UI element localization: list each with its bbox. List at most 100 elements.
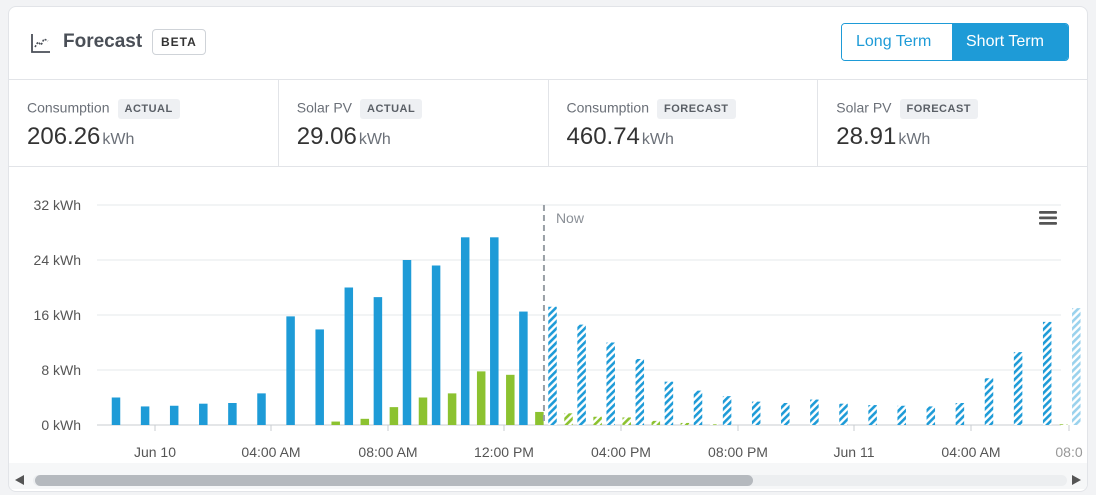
solar-bar xyxy=(418,397,428,425)
chart-area: 0 kWh 8 kWh 16 kWh 24 kWh 32 kWh Now Jun 10 04:… xyxy=(9,167,1087,491)
y-tick-label: 0 kWh xyxy=(41,417,81,433)
consumption-bar xyxy=(664,381,674,425)
menu-line xyxy=(1039,222,1057,225)
stat-consumption-actual: Consumption ACTUAL 206.26 kWh xyxy=(9,79,279,166)
stat-value: 460.74 xyxy=(566,123,640,150)
solar-bar xyxy=(447,393,457,425)
consumption-bar xyxy=(1072,308,1081,425)
consumption-bar xyxy=(722,396,732,425)
menu-icon[interactable] xyxy=(1039,211,1057,225)
card-header: Forecast BETA Long Term Short Term xyxy=(9,7,1087,80)
stat-unit: kWh xyxy=(102,131,135,148)
consumption-bar xyxy=(635,359,645,425)
line-chart-icon xyxy=(31,34,50,53)
consumption-bar xyxy=(344,287,354,425)
term-toggle: Long Term Short Term xyxy=(841,23,1069,61)
menu-line xyxy=(1039,211,1057,214)
solar-bar xyxy=(564,413,573,425)
solar-bar xyxy=(680,422,690,425)
consumption-bar xyxy=(781,403,790,425)
solar-bar xyxy=(535,411,544,425)
x-tick-label: 04:00 PM xyxy=(591,444,651,460)
now-label: Now xyxy=(556,210,585,226)
solar-bar xyxy=(506,374,515,425)
x-tick-label: 08:0 xyxy=(1055,444,1082,460)
solar-bar xyxy=(622,417,631,425)
consumption-bar xyxy=(140,406,150,425)
consumption-bar xyxy=(751,401,761,425)
y-tick-label: 16 kWh xyxy=(34,307,81,323)
consumption-bar xyxy=(111,397,121,425)
solar-bar xyxy=(651,420,661,425)
y-tick-label: 8 kWh xyxy=(41,362,81,378)
consumption-bar xyxy=(402,260,412,425)
beta-badge: BETA xyxy=(152,29,206,55)
scroll-right-arrow-icon[interactable] xyxy=(1072,475,1081,485)
stat-consumption-forecast: Consumption FORECAST 460.74 kWh xyxy=(549,79,819,166)
consumption-bar xyxy=(984,378,994,425)
page-title: Forecast xyxy=(63,31,143,52)
x-tick-label: 12:00 PM xyxy=(474,444,534,460)
long-term-button[interactable]: Long Term xyxy=(842,24,952,60)
solar-bar xyxy=(593,416,602,425)
x-tick-label: 08:00 AM xyxy=(358,444,417,460)
stat-solar-actual: Solar PV ACTUAL 29.06 kWh xyxy=(279,79,549,166)
solar-bar xyxy=(476,371,486,425)
consumption-bar xyxy=(897,405,906,425)
consumption-bar xyxy=(1042,321,1052,425)
stat-label: Consumption xyxy=(566,99,650,116)
consumption-bar xyxy=(548,306,557,425)
consumption-bar xyxy=(926,406,936,425)
consumption-bar xyxy=(955,403,965,425)
consumption-bar xyxy=(519,311,528,425)
consumption-bar xyxy=(257,393,266,425)
x-tick-label: Jun 11 xyxy=(834,444,875,460)
consumption-bar xyxy=(839,403,848,425)
menu-line xyxy=(1039,216,1057,220)
consumption-bar xyxy=(1013,352,1023,425)
consumption-bar xyxy=(460,237,470,425)
stat-value: 29.06 xyxy=(296,123,357,150)
solar-bar xyxy=(1058,424,1068,425)
consumption-bar xyxy=(577,324,586,425)
stat-tag: FORECAST xyxy=(657,99,736,119)
y-tick-label: 24 kWh xyxy=(34,252,81,268)
stat-label: Solar PV xyxy=(296,99,352,116)
stat-unit: kWh xyxy=(641,131,674,148)
stat-tag: ACTUAL xyxy=(360,99,423,119)
scroll-left-arrow-icon[interactable] xyxy=(15,475,24,485)
consumption-bar xyxy=(315,329,324,425)
consumption-bar xyxy=(228,403,237,425)
solar-bar xyxy=(331,421,340,425)
stat-tag: ACTUAL xyxy=(117,99,180,119)
consumption-bar xyxy=(199,403,208,425)
solar-bar xyxy=(360,418,370,425)
forecast-card: Forecast BETA Long Term Short Term Consu… xyxy=(8,6,1088,492)
consumption-bar xyxy=(693,390,703,425)
x-tick-label: 04:00 AM xyxy=(241,444,300,460)
stat-unit: kWh xyxy=(358,131,391,148)
stat-solar-forecast: Solar PV FORECAST 28.91 kWh xyxy=(818,79,1087,166)
scrollbar-thumb[interactable] xyxy=(35,475,753,486)
solar-bar xyxy=(709,424,719,425)
consumption-bar xyxy=(431,265,441,425)
stat-label: Solar PV xyxy=(836,99,892,116)
solar-bar xyxy=(389,407,399,425)
stats-row: Consumption ACTUAL 206.26 kWh Solar PV ACTU… xyxy=(9,79,1087,167)
forecast-chart: 0 kWh 8 kWh 16 kWh 24 kWh 32 kWh Now Jun 10 04:… xyxy=(9,197,1087,489)
consumption-bar xyxy=(868,405,877,425)
short-term-button[interactable]: Short Term xyxy=(952,24,1068,60)
stat-value: 28.91 xyxy=(836,123,897,150)
x-tick-label: Jun 10 xyxy=(134,444,176,460)
stat-label: Consumption xyxy=(27,99,110,116)
x-tick-label: 04:00 AM xyxy=(941,444,1000,460)
stat-unit: kWh xyxy=(898,131,931,148)
x-tick-label: 08:00 PM xyxy=(708,444,768,460)
consumption-bar xyxy=(810,399,819,425)
consumption-bar xyxy=(373,297,383,425)
y-tick-label: 32 kWh xyxy=(34,197,81,213)
stat-value: 206.26 xyxy=(27,123,101,150)
consumption-bar xyxy=(169,405,179,425)
consumption-bar xyxy=(606,342,615,425)
consumption-bar xyxy=(490,237,499,425)
